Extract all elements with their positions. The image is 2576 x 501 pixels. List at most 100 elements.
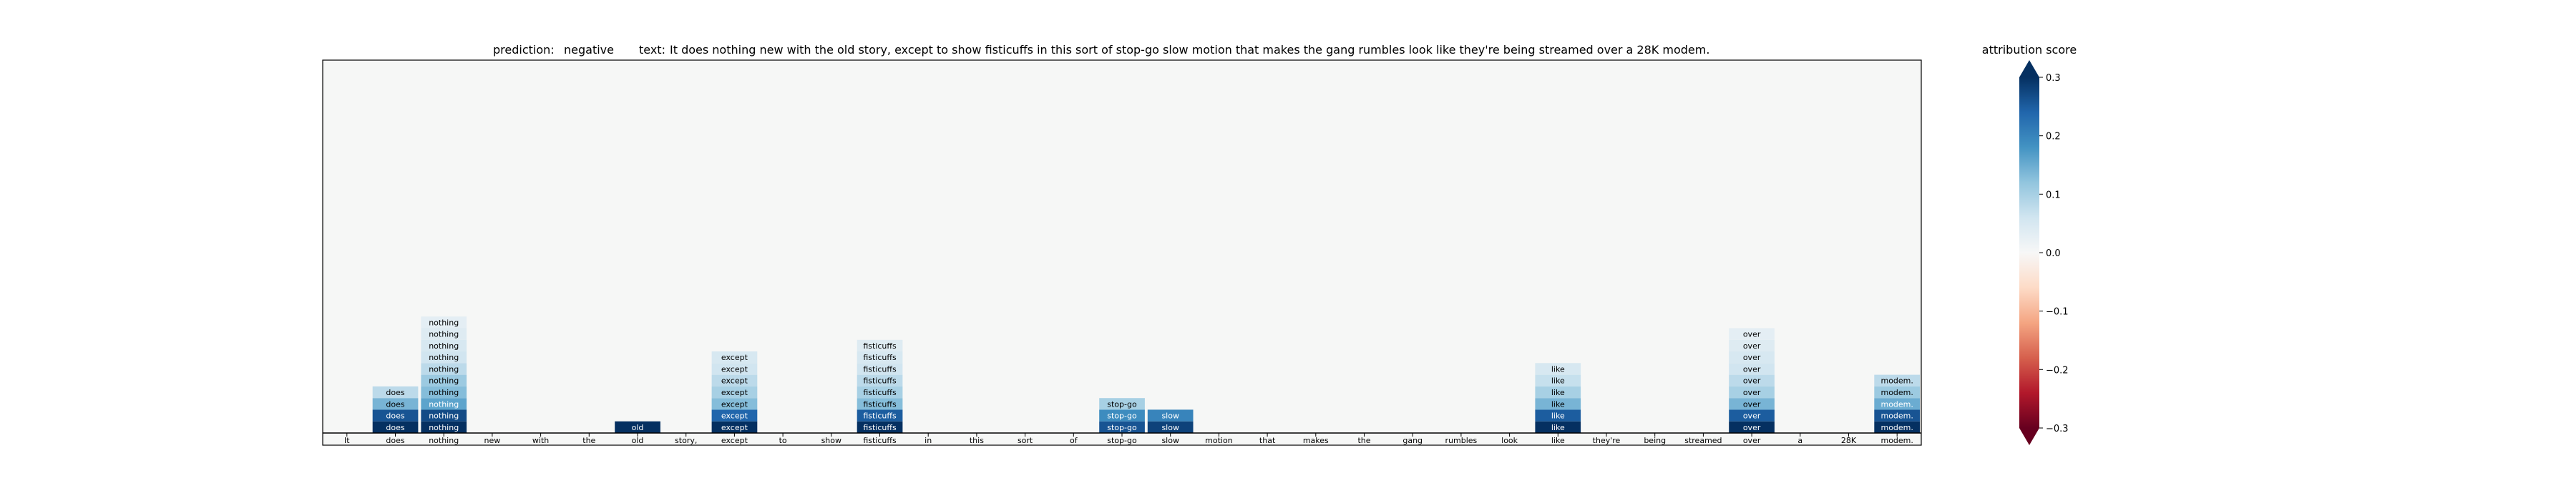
chart-title-prediction-label: prediction: [493,43,555,57]
heatmap-cell [1099,409,1145,422]
token-tick-label: this [970,436,984,445]
token-tick-label: look [1501,436,1518,445]
token-tick-label: that [1259,436,1276,445]
heatmap-cell [421,409,467,422]
heatmap-cell-label: except [721,353,748,362]
token-tick-label: the [582,436,595,445]
heatmap-cell [1874,398,1920,410]
heatmap-cell-label: over [1743,423,1761,432]
plot-frame [322,59,1922,446]
heatmap-cell-label: fisticuffs [863,388,897,397]
token-tick-label: story, [675,436,697,445]
colorbar-tick-label: −0.1 [2046,307,2069,318]
token-tick-label: of [1070,436,1078,445]
heatmap-cell-label: fisticuffs [863,365,897,374]
heatmap-cell-label: except [721,412,748,421]
token-tick-label: slow [1161,436,1179,445]
token-tick-label: like [1551,436,1565,445]
token-tick-label: 28K [1841,436,1857,445]
token-axis: It does nothing new with the old story, except to… [344,433,1913,445]
heatmap-cell-label: except [721,388,748,397]
heatmap-cell-label: fisticuffs [863,399,897,409]
token-tick-label: gang [1402,436,1423,445]
heatmap-cell [1874,409,1920,422]
heatmap-cell [1874,386,1920,399]
heatmap-cell-label: does [386,399,404,409]
heatmap-cell-label: except [721,365,748,374]
heatmap-cell-label: over [1743,365,1761,374]
heatmap-cell-label: old [632,423,644,432]
heatmap-cell-label: like [1551,388,1565,397]
heatmap-cells: does does does does nothing nothing nothing not… [372,316,1920,433]
heatmap-cell [1729,409,1775,422]
heatmap-cell [1147,421,1194,433]
heatmap-cell-label: over [1743,412,1761,421]
token-tick-label: except [721,436,748,445]
heatmap-cell [1874,421,1920,433]
heatmap-cell-label: except [721,376,748,386]
heatmap-cell [1729,374,1775,386]
heatmap-cell [857,339,903,352]
token-tick-label: the [1357,436,1370,445]
token-tick-label: rumbles [1445,436,1478,445]
heatmap-cell [1729,339,1775,352]
heatmap-cell [421,421,467,433]
heatmap-cell [711,374,758,386]
token-tick-label: a [1797,436,1802,445]
heatmap-cell [372,409,419,422]
token-tick-label: modem. [1880,436,1913,445]
heatmap-cell [372,386,419,399]
heatmap-cell [421,374,467,386]
token-tick-label: streamed [1684,436,1722,445]
heatmap-cell [1729,351,1775,364]
heatmap-cell-label: nothing [429,412,459,421]
heatmap-cell [1099,421,1145,433]
heatmap-cell-label: except [721,423,748,432]
heatmap-cell [1535,421,1581,433]
colorbar-tick-label: 0.3 [2046,73,2061,84]
token-tick-label: being [1644,436,1666,445]
chart-title-prediction-value: negative [564,43,614,57]
colorbar-tick-label: 0.0 [2046,248,2061,259]
heatmap-cell [1729,328,1775,340]
colorbar [2019,77,2039,428]
colorbar-tick-label: −0.2 [2046,365,2069,376]
heatmap-cell [1729,386,1775,399]
heatmap-cell [421,328,467,340]
heatmap-cell-label: nothing [429,399,459,409]
heatmap-cell-label: over [1743,376,1761,386]
token-tick-label: motion [1205,436,1233,445]
heatmap-cell-label: nothing [429,353,459,362]
heatmap-cell [421,316,467,329]
chart-title-text-value: It does nothing new with the old story, … [670,43,1709,57]
colorbar-bottom-extend [2019,428,2039,445]
heatmap-cell-label: nothing [429,318,459,327]
heatmap-cell-label: like [1551,412,1565,421]
heatmap-cell-label: like [1551,376,1565,386]
heatmap-cell-label: slow [1161,412,1179,421]
heatmap-cell [1535,374,1581,386]
colorbar-tick-label: −0.3 [2046,424,2069,434]
heatmap-cell-label: does [386,388,404,397]
heatmap-cell-label: fisticuffs [863,376,897,386]
token-tick-label: to [779,436,787,445]
heatmap-cell-label: like [1551,365,1565,374]
heatmap-cell-label: over [1743,353,1761,362]
heatmap-cell-label: nothing [429,388,459,397]
heatmap-cell [1147,409,1194,422]
heatmap-cell-label: over [1743,399,1761,409]
heatmap-cell [711,409,758,422]
heatmap-cell [1535,386,1581,399]
heatmap-cell [1535,409,1581,422]
heatmap-cell-label: over [1743,388,1761,397]
heatmap-cell-label: stop-go [1107,412,1137,421]
token-tick-label: with [532,436,549,445]
heatmap-cell [615,421,660,433]
heatmap-cell [1729,363,1775,375]
heatmap-cell-label: nothing [429,423,459,432]
token-tick-label: nothing [429,436,459,445]
heatmap-cell-label: modem. [1880,423,1913,432]
heatmap-cell-label: nothing [429,365,459,374]
heatmap-cell-label: like [1551,423,1565,432]
